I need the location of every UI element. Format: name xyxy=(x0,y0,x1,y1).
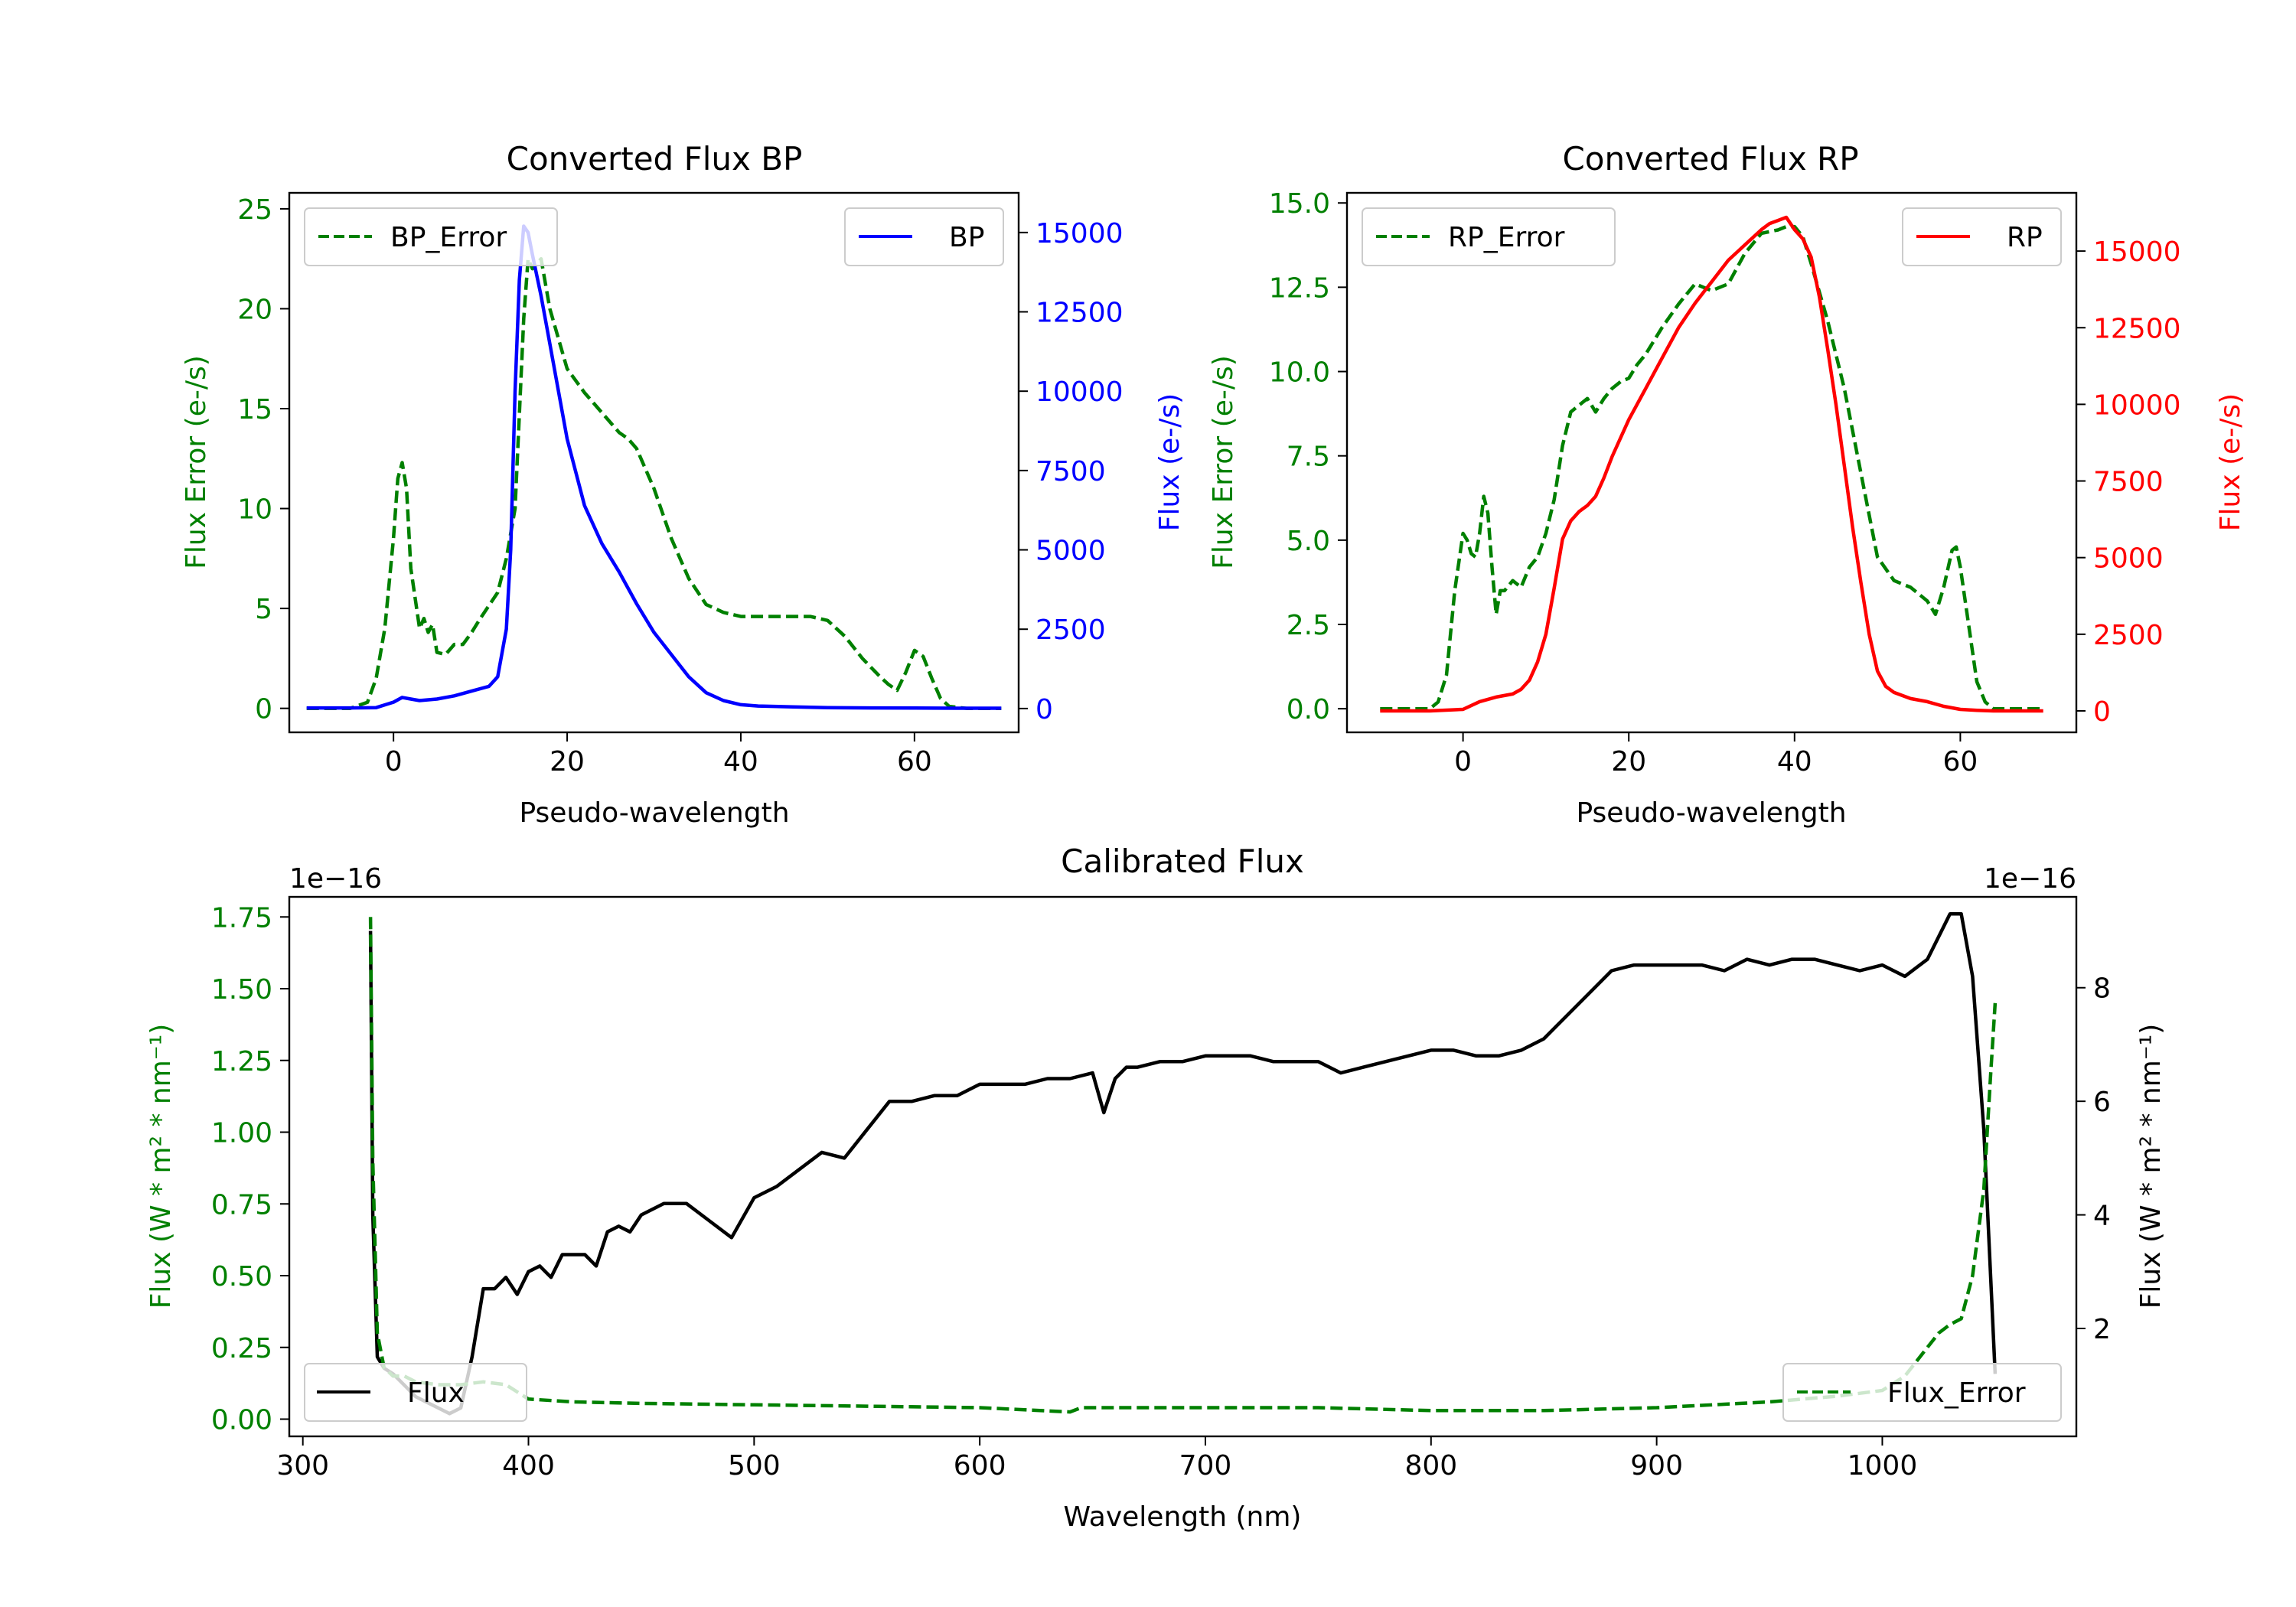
calibrated-legend-error[interactable]: Flux_Error xyxy=(1782,1363,2062,1422)
bp-legend-flux[interactable]: BP xyxy=(844,207,1004,266)
rp-legend-flux[interactable]: RP xyxy=(1902,207,2062,266)
rp-series-rp xyxy=(1380,215,2043,713)
bp-left-axis-label: Flux Error (e-/s) xyxy=(181,355,212,569)
rp-x-tick-label: 20 xyxy=(1611,746,1646,777)
bp-right-axis-label: Flux (e-/s) xyxy=(1154,393,1186,531)
cal-x-tick-label: 800 xyxy=(1404,1450,1457,1482)
bp-right-tick-label: 0 xyxy=(1035,694,1053,725)
cal-left-tick-label: 1.00 xyxy=(211,1118,272,1149)
rp-left-axis-label: Flux Error (e-/s) xyxy=(1208,355,1239,569)
rp-right-tick-label: 5000 xyxy=(2093,543,2164,575)
rp-left-tick-label: 2.5 xyxy=(1287,610,1330,641)
cal-right-tick-label: 6 xyxy=(2093,1087,2111,1118)
rp-right-tick-label: 12500 xyxy=(2093,313,2181,344)
calibrated-axes-frame xyxy=(288,895,2078,1438)
rp-left-tick-label: 15.0 xyxy=(1269,188,1330,220)
cal-x-tick-label: 500 xyxy=(728,1450,781,1482)
rp-left-tick-label: 12.5 xyxy=(1269,272,1330,304)
bp-right-tick-label: 5000 xyxy=(1035,536,1106,567)
calibrated-left-offset-text: 1e−16 xyxy=(289,863,382,895)
rp-x-axis-label: Pseudo-wavelength xyxy=(1576,797,1846,829)
cal-x-tick-label: 700 xyxy=(1179,1450,1232,1482)
bp-legend-error[interactable]: BP_Error xyxy=(304,207,558,266)
cal-right-tick-label: 8 xyxy=(2093,973,2111,1005)
cal-x-tick-label: 600 xyxy=(954,1450,1006,1482)
rp-right-tick-label: 10000 xyxy=(2093,390,2181,421)
cal-right-tick-label: 4 xyxy=(2093,1201,2111,1232)
rp-legend-flux-label: RP xyxy=(2007,222,2043,253)
calibrated-legend-flux[interactable]: Flux xyxy=(304,1363,527,1422)
cal-left-tick-label: 0.25 xyxy=(211,1333,272,1364)
rp-left-tick-label: 7.5 xyxy=(1287,442,1330,473)
rp-title: Converted Flux RP xyxy=(1562,140,1858,178)
cal-x-tick-label: 300 xyxy=(276,1450,329,1482)
bp-right-tick-label: 10000 xyxy=(1035,376,1124,408)
calibrated-legend-flux-label: Flux xyxy=(407,1377,465,1409)
rp-right-tick-label: 0 xyxy=(2093,696,2111,728)
calibrated-legend-error-label: Flux_Error xyxy=(1887,1377,2026,1409)
cal-x-tick-label: 400 xyxy=(502,1450,555,1482)
cal-left-tick-label: 1.25 xyxy=(211,1046,272,1077)
bp-panel: Converted Flux BP 0 20 40 60 0 5 10 15 20 25 0 25… xyxy=(181,140,1186,829)
rp-series-rp-error xyxy=(1380,224,2043,711)
rp-right-tick-label: 7500 xyxy=(2093,467,2164,498)
bp-right-tick-label: 2500 xyxy=(1035,614,1106,646)
rp-right-tick-label: 15000 xyxy=(2093,236,2181,268)
cal-left-tick-label: 0.00 xyxy=(211,1405,272,1436)
bp-x-tick-label: 0 xyxy=(385,746,403,777)
bp-title: Converted Flux BP xyxy=(507,140,803,178)
cal-left-tick-label: 1.50 xyxy=(211,974,272,1006)
rp-left-tick-label: 5.0 xyxy=(1287,526,1330,557)
rp-right-tick-label: 2500 xyxy=(2093,620,2164,651)
bp-legend-error-label: BP_Error xyxy=(390,222,507,253)
cal-left-tick-label: 0.75 xyxy=(211,1189,272,1221)
bp-series-bp xyxy=(306,224,1002,710)
bp-left-tick-label: 15 xyxy=(237,394,272,425)
cal-left-tick-label: 0.50 xyxy=(211,1261,272,1292)
rp-right-axis-label: Flux (e-/s) xyxy=(2215,393,2246,531)
rp-x-tick-label: 60 xyxy=(1942,746,1978,777)
rp-legend-error-label: RP_Error xyxy=(1448,222,1565,253)
calibrated-x-axis-label: Wavelength (nm) xyxy=(1064,1501,1302,1533)
cal-left-tick-label: 1.75 xyxy=(211,902,272,934)
bp-x-tick-label: 40 xyxy=(723,746,758,777)
bp-right-tick-label: 15000 xyxy=(1035,218,1124,249)
bp-left-tick-label: 5 xyxy=(255,594,272,625)
bp-x-tick-label: 60 xyxy=(897,746,932,777)
cal-right-tick-label: 2 xyxy=(2093,1314,2111,1345)
rp-panel: Converted Flux RP 0 20 40 60 0.0 2.5 5.0 7.5 10… xyxy=(1208,140,2246,829)
bp-left-tick-label: 20 xyxy=(237,294,272,325)
cal-x-tick-label: 900 xyxy=(1630,1450,1683,1482)
bp-right-tick-label: 7500 xyxy=(1035,456,1106,487)
bp-left-tick-label: 10 xyxy=(237,494,272,526)
calibrated-right-offset-text: 1e−16 xyxy=(1984,863,2076,895)
calibrated-title: Calibrated Flux xyxy=(1061,843,1304,880)
rp-left-tick-label: 10.0 xyxy=(1269,357,1330,389)
cal-x-tick-label: 1000 xyxy=(1848,1450,1918,1482)
bp-axes-frame xyxy=(288,191,1020,734)
rp-x-tick-label: 0 xyxy=(1454,746,1472,777)
calibrated-panel: Calibrated Flux 1e−16 1e−16 300 400 500 600… xyxy=(145,843,2167,1533)
bp-legend-flux-label: BP xyxy=(949,222,984,253)
bp-right-tick-label: 12500 xyxy=(1035,298,1124,329)
bp-left-tick-label: 0 xyxy=(255,694,272,725)
cal-series-flux-error xyxy=(368,917,1998,1414)
rp-legend-error[interactable]: RP_Error xyxy=(1362,207,1616,266)
bp-left-tick-label: 25 xyxy=(237,194,272,226)
bp-series-bp-error xyxy=(306,256,1002,710)
bp-x-tick-label: 20 xyxy=(550,746,585,777)
calibrated-left-axis-label: Flux (W * m² * nm⁻¹) xyxy=(145,1024,177,1309)
cal-series-flux xyxy=(368,912,1998,1416)
rp-axes-frame xyxy=(1345,191,2078,734)
calibrated-right-axis-label: Flux (W * m² * nm⁻¹) xyxy=(2135,1024,2167,1309)
bp-x-axis-label: Pseudo-wavelength xyxy=(519,797,789,829)
rp-x-tick-label: 40 xyxy=(1777,746,1812,777)
rp-left-tick-label: 0.0 xyxy=(1287,694,1330,725)
